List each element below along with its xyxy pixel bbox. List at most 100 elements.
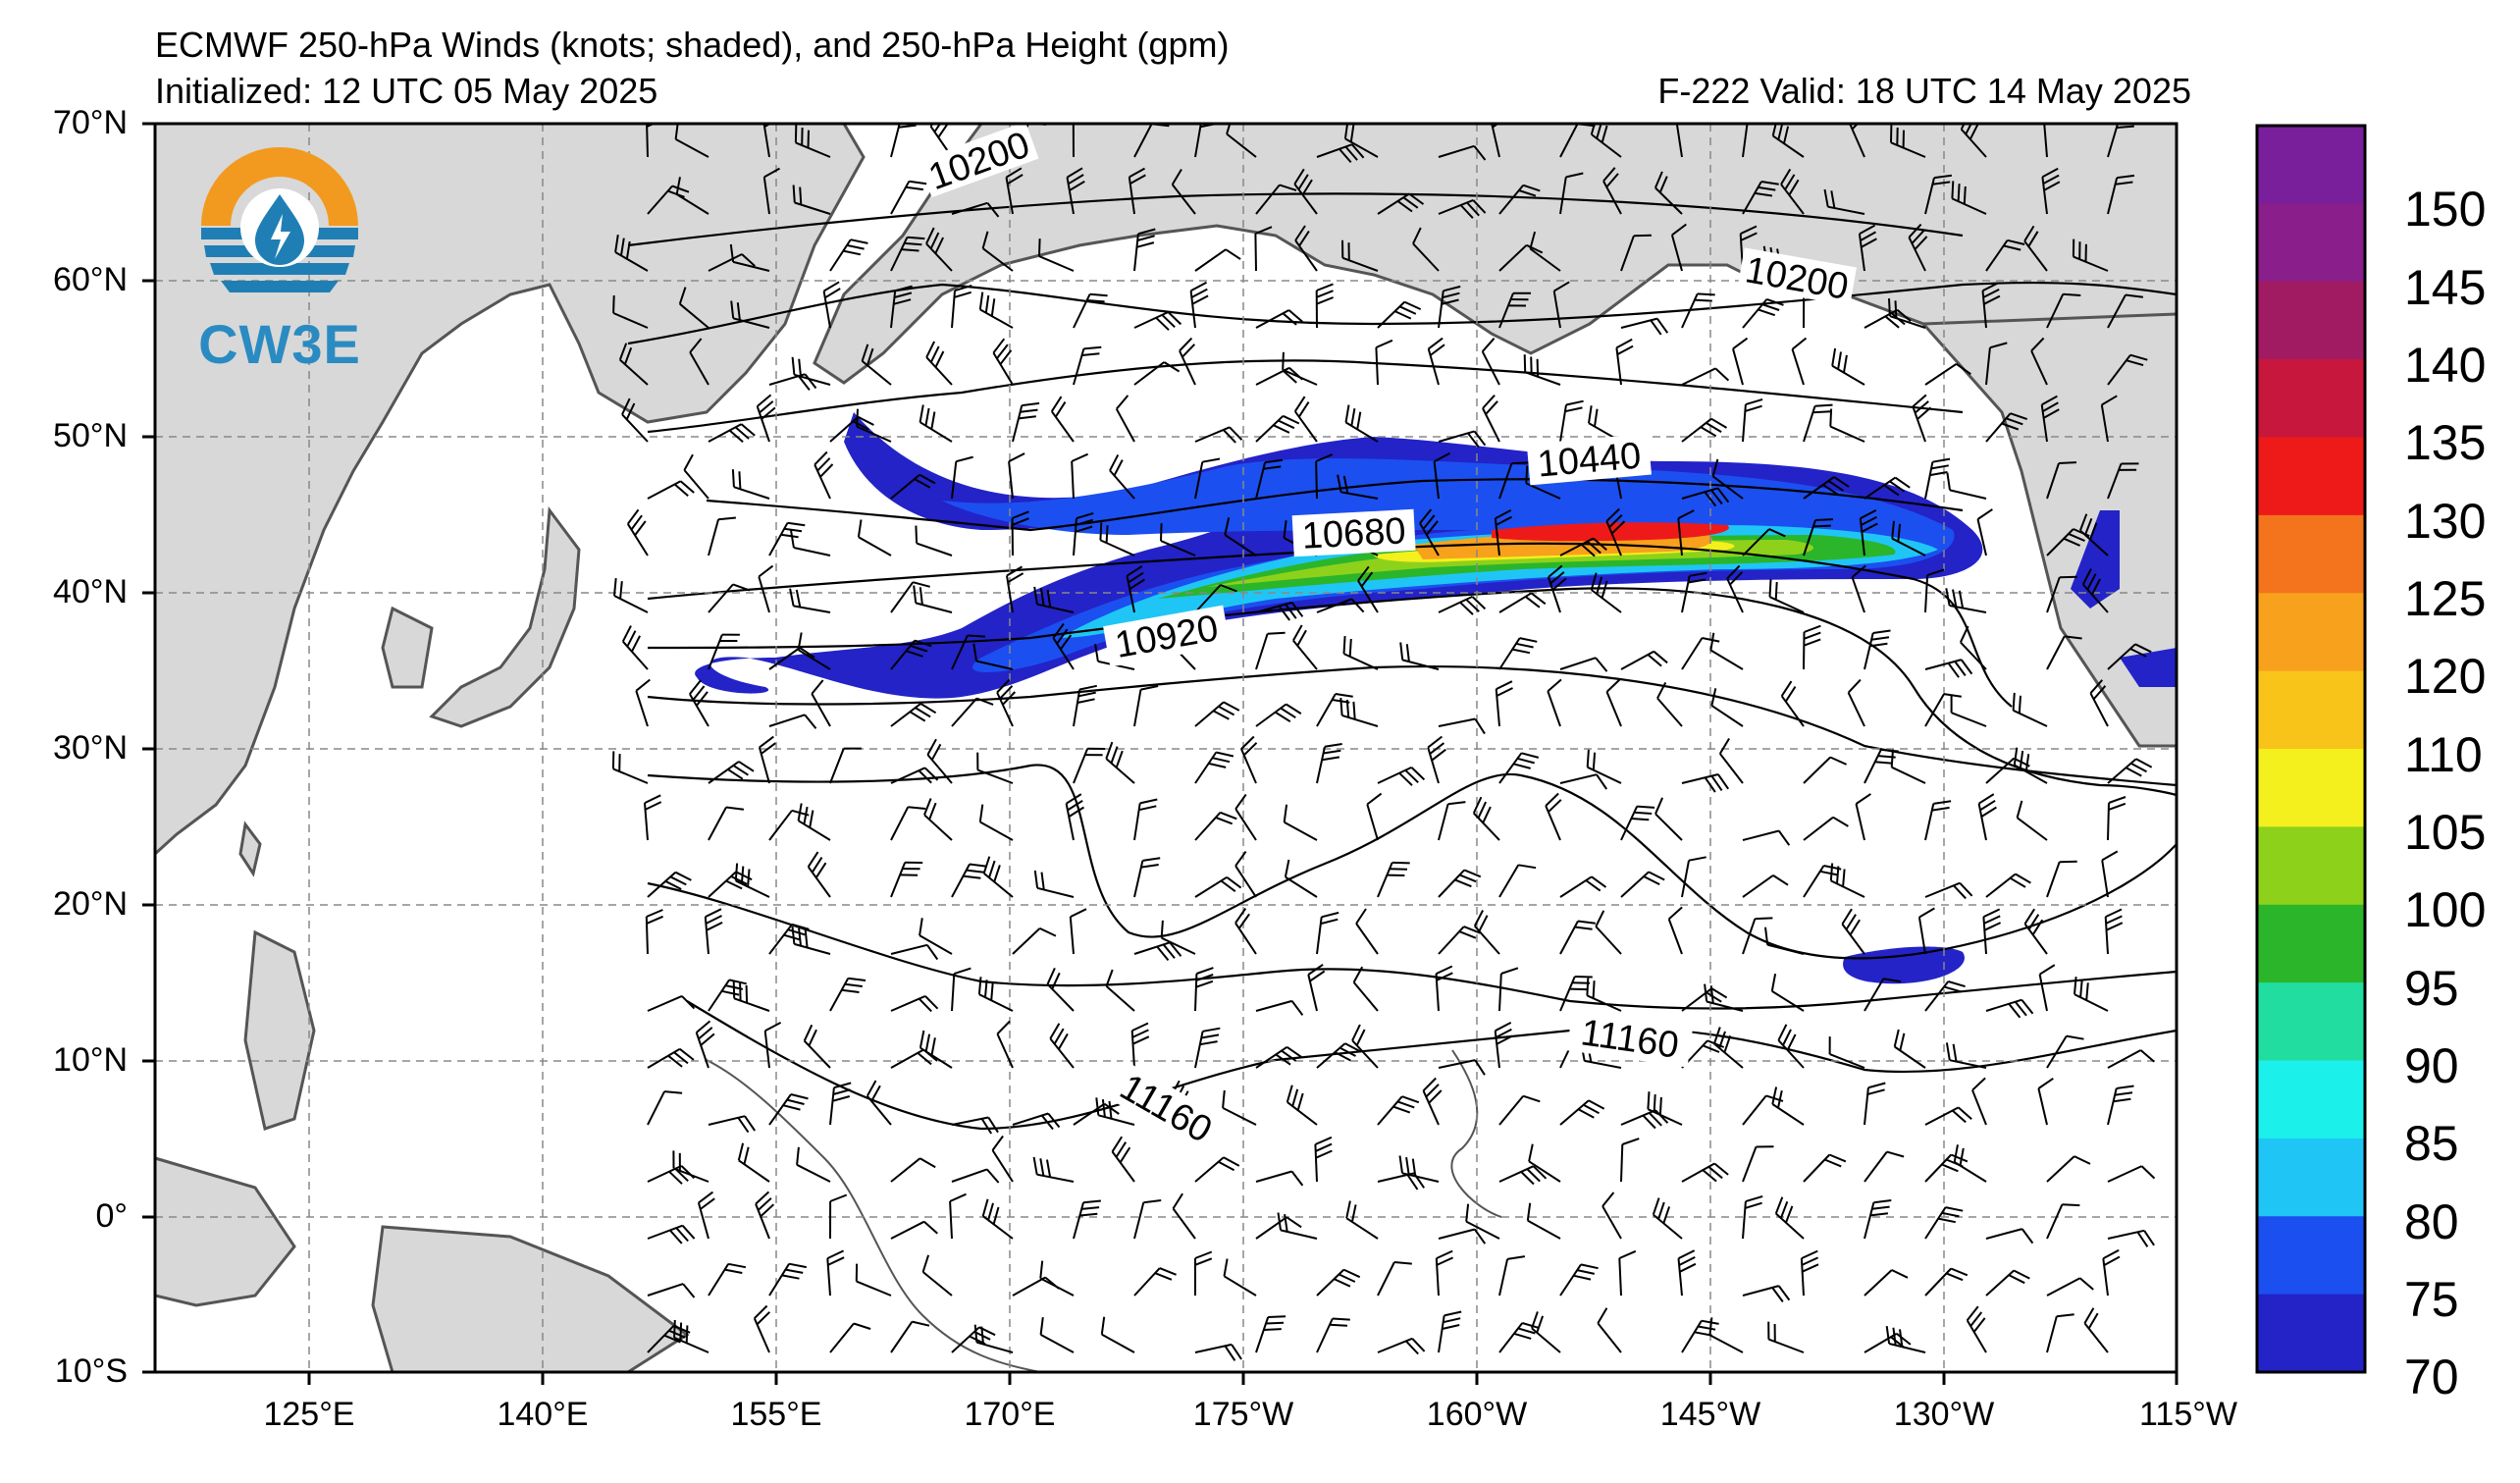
wind-barb-feather	[1472, 199, 1487, 214]
wind-barb-feather	[1548, 799, 1562, 814]
wind-barb-feather	[1444, 1310, 1462, 1317]
wind-barb-feather	[1492, 111, 1506, 121]
wind-barb	[1864, 978, 1885, 1012]
wind-barb-feather	[816, 457, 831, 472]
wind-barb-feather	[861, 344, 869, 362]
wind-barb-feather	[669, 1229, 683, 1245]
wind-barb-feather	[1791, 337, 1808, 350]
wind-barb	[1255, 633, 1269, 670]
wind-barb-feather	[870, 1085, 881, 1102]
wind-barb-feather	[1512, 648, 1531, 655]
wind-barb-feather	[1593, 537, 1607, 552]
lat-label-10n: 10°N	[53, 1041, 128, 1079]
wind-barb	[1352, 981, 1379, 1012]
wind-barb-feather	[1652, 1197, 1660, 1215]
wind-barb-feather	[1075, 525, 1093, 533]
wind-barb-feather	[2001, 422, 2020, 431]
wind-barb-feather	[924, 995, 939, 1010]
wind-barb-feather	[1293, 168, 1305, 185]
wind-barb-feather	[1427, 735, 1444, 749]
wind-barb-feather	[1039, 1260, 1044, 1279]
wind-barb-feather	[848, 977, 866, 981]
wind-barb-feather	[1296, 1092, 1304, 1111]
wind-barb-feather	[1012, 517, 1029, 526]
cw3e-logo: CW3E	[167, 137, 393, 383]
wind-barb	[1223, 1275, 1257, 1297]
wind-barb-feather	[1046, 967, 1056, 985]
wind-barb-feather	[796, 1146, 800, 1165]
wind-barb-feather	[1059, 634, 1073, 651]
colorbar-label-95: 95	[2404, 961, 2459, 1016]
wind-barb-feather	[1131, 1029, 1149, 1038]
wind-barb	[1529, 247, 1561, 272]
wind-barb-feather	[698, 1191, 713, 1204]
wind-barb-feather	[1760, 181, 1779, 185]
wind-barb-feather	[1886, 1150, 1905, 1158]
wind-barb-feather	[2037, 1077, 2054, 1089]
wind-barb-feather	[1966, 1305, 1979, 1321]
wind-barb-feather	[1220, 584, 1237, 593]
wind-barb-feather	[1745, 397, 1763, 406]
wind-barb-feather	[1138, 805, 1157, 812]
wind-barb-feather	[1591, 875, 1607, 888]
wind-barb-feather	[1577, 1269, 1596, 1275]
wind-barb-feather	[1366, 792, 1383, 806]
wind-barb-feather	[1531, 1311, 1539, 1329]
wind-barb-feather	[759, 735, 774, 749]
wind-barb-feather	[1945, 588, 1951, 607]
wind-barb	[1498, 1258, 1509, 1297]
wind-barb	[1438, 1059, 1476, 1069]
wind-barb-feather	[1126, 565, 1143, 577]
wind-barb-feather	[1585, 879, 1601, 892]
wind-barb	[1039, 1277, 1075, 1297]
wind-barb-feather	[1296, 629, 1307, 647]
wind-barb-feather	[1745, 404, 1762, 412]
wind-barb-feather	[2018, 695, 2021, 714]
wind-barb-feather	[982, 856, 991, 874]
wind-barb-feather	[1223, 1156, 1240, 1167]
wind-barb-feather	[613, 578, 617, 597]
wind-barb-feather	[984, 294, 990, 313]
wind-barb-feather	[1565, 172, 1584, 179]
lat-label-30n: 30°N	[53, 729, 128, 767]
wind-barb	[1681, 367, 1716, 386]
wind-barb-feather	[668, 1170, 683, 1185]
wind-barb-feather	[739, 982, 742, 1001]
wind-barb	[1618, 1257, 1622, 1297]
wind-barb	[2046, 1035, 2068, 1069]
wind-barb-feather	[804, 714, 817, 729]
wind-barb-feather	[1933, 800, 1952, 805]
wind-barb	[981, 247, 1014, 272]
wind-barb-feather	[1496, 1028, 1512, 1038]
wind-barb-feather	[1588, 1099, 1605, 1110]
wind-barb-feather	[1496, 680, 1513, 690]
wind-barb-feather	[1526, 1168, 1541, 1183]
wind-barb-feather	[1332, 1317, 1350, 1321]
wind-barb	[635, 690, 649, 727]
wind-barb-feather	[1943, 693, 1962, 698]
japan-land	[429, 505, 581, 728]
wind-barb-feather	[1190, 281, 1207, 292]
wind-barb-feather	[1156, 945, 1170, 962]
wind-barb-feather	[1702, 1169, 1717, 1183]
wind-barb-feather	[2103, 1255, 2121, 1266]
wind-barb	[996, 1033, 1014, 1069]
wind-barb-feather	[2108, 802, 2126, 811]
wind-barb-feather	[1355, 908, 1367, 925]
wind-barb-feather	[1590, 124, 1596, 135]
wind-barb-feather	[1105, 741, 1114, 760]
wind-barb-feather	[999, 685, 1014, 700]
wind-barb-feather	[1459, 874, 1477, 883]
wind-barb-feather	[1536, 1315, 1545, 1334]
axis-ticks	[142, 122, 2179, 1385]
wind-barb-feather	[1074, 113, 1090, 120]
wind-barb-feather	[1548, 564, 1563, 578]
wind-barb-feather	[1786, 1033, 1797, 1051]
wind-barb	[1891, 766, 1926, 784]
wind-barb-feather	[2074, 977, 2077, 995]
wind-barb-feather	[2039, 964, 2056, 976]
wind-barb-feather	[1580, 1263, 1599, 1270]
wind-barb-feather	[1549, 571, 1565, 585]
wind-barb-feather	[1290, 1000, 1304, 1016]
wind-barb-feather	[1194, 1257, 1213, 1266]
